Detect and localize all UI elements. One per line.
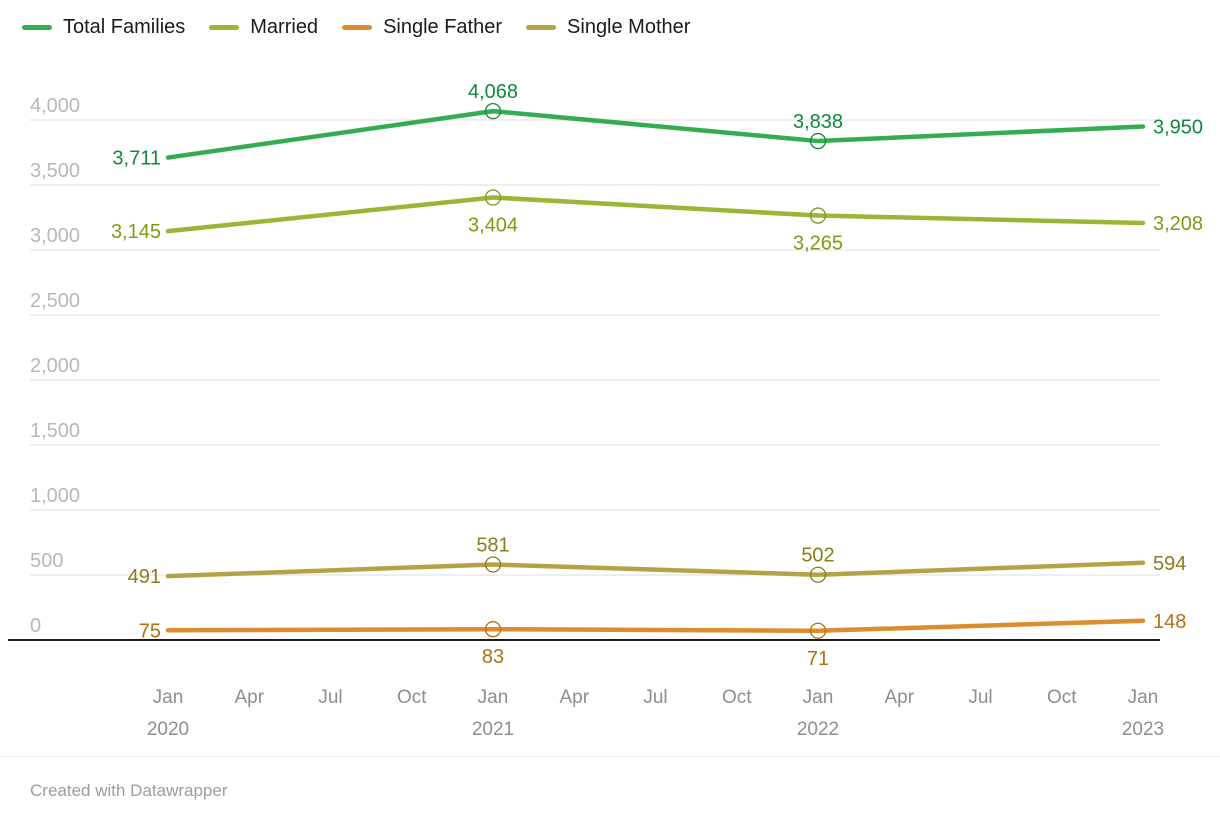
data-point-label: 3,711 <box>112 148 161 170</box>
data-point-label: 3,208 <box>1153 213 1203 235</box>
data-point-label: 71 <box>807 648 829 670</box>
data-point-label: 3,950 <box>1153 117 1203 139</box>
y-axis-label: 1,000 <box>30 485 80 507</box>
series-line-single-father <box>165 618 1146 634</box>
data-point-marker <box>809 566 827 583</box>
data-point-label: 4,068 <box>468 81 518 103</box>
legend-item-married: Married <box>209 17 318 37</box>
data-point-label: 502 <box>801 545 834 567</box>
series-line-single-mother <box>165 560 1146 579</box>
legend-swatch-icon <box>342 24 373 30</box>
x-axis-year-label: 2022 <box>797 719 839 740</box>
y-axis-label: 2,500 <box>30 290 80 312</box>
y-axis-label: 0 <box>30 615 41 637</box>
x-axis-label: Jan <box>478 687 509 708</box>
legend-label: Single Father <box>383 16 503 38</box>
legend-label: Married <box>250 16 319 38</box>
data-point-marker <box>809 622 827 639</box>
legend-item-total-families: Total Families <box>22 17 185 37</box>
y-axis-label: 4,000 <box>30 95 80 117</box>
data-point-label: 581 <box>476 534 509 556</box>
x-axis-label: Apr <box>559 687 589 708</box>
legend-swatch-icon <box>22 24 52 30</box>
data-point-marker <box>484 621 502 638</box>
x-axis-label: Jan <box>153 687 184 708</box>
x-axis-year-label: 2020 <box>147 719 189 740</box>
x-axis-label: Oct <box>397 687 427 708</box>
x-axis-year-label: 2023 <box>1122 719 1164 740</box>
legend: Total Families Married Single Father Sin… <box>22 17 690 37</box>
x-axis-year-label: 2021 <box>472 719 514 740</box>
legend-label: Single Mother <box>567 16 691 38</box>
series-line-total-families <box>165 108 1146 160</box>
x-axis-label: Apr <box>884 687 914 708</box>
series-line-married <box>165 195 1146 234</box>
legend-label: Total Families <box>63 16 186 38</box>
y-axis-label: 500 <box>30 550 63 572</box>
x-axis-label: Jul <box>968 687 992 708</box>
legend-swatch-icon <box>209 24 240 30</box>
data-point-label: 3,404 <box>468 214 518 236</box>
data-point-label: 75 <box>139 620 161 642</box>
legend-item-single-mother: Single Mother <box>526 17 690 37</box>
footer-divider <box>0 756 1220 757</box>
legend-swatch-icon <box>526 24 557 30</box>
data-point-label: 594 <box>1153 553 1186 575</box>
data-point-label: 3,838 <box>793 111 843 133</box>
data-point-label: 83 <box>482 646 504 668</box>
data-point-marker <box>809 132 827 150</box>
x-axis-label: Apr <box>234 687 264 708</box>
y-axis-label: 3,000 <box>30 225 80 247</box>
datawrapper-credit: Created with Datawrapper <box>30 781 228 800</box>
data-point-label: 148 <box>1153 611 1186 633</box>
y-axis-label: 1,500 <box>30 420 80 442</box>
x-axis-label: Jul <box>318 687 342 708</box>
legend-item-single-father: Single Father <box>342 17 502 37</box>
data-point-marker <box>484 556 502 573</box>
data-point-marker <box>484 103 502 120</box>
y-axis-label: 2,000 <box>30 355 80 377</box>
x-axis-label: Oct <box>722 687 752 708</box>
x-axis-label: Jan <box>803 687 834 708</box>
data-point-label: 491 <box>128 566 161 588</box>
x-axis-label: Jul <box>643 687 667 708</box>
y-axis-label: 3,500 <box>30 160 80 182</box>
data-point-marker <box>484 189 502 206</box>
data-point-marker <box>809 207 827 224</box>
data-point-label: 3,265 <box>793 233 843 255</box>
x-axis-label: Oct <box>1047 687 1077 708</box>
data-point-label: 3,145 <box>111 221 161 243</box>
x-axis-label: Jan <box>1128 687 1159 708</box>
